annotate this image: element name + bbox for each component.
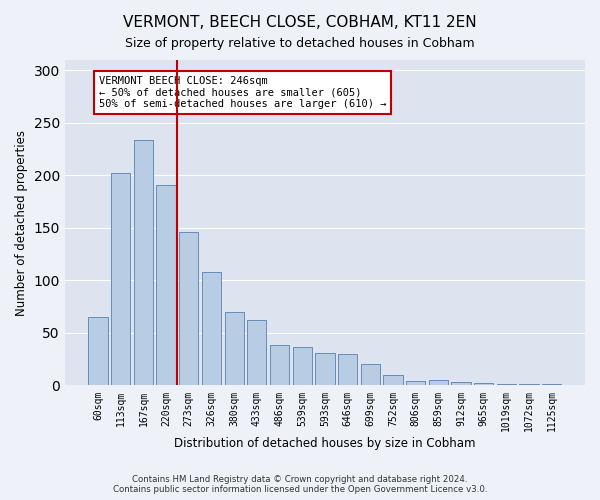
Bar <box>134 140 153 386</box>
Bar <box>179 232 199 386</box>
Bar <box>406 382 425 386</box>
X-axis label: Distribution of detached houses by size in Cobham: Distribution of detached houses by size … <box>174 437 476 450</box>
Bar <box>497 384 516 386</box>
Bar <box>247 320 266 386</box>
Bar <box>293 346 312 386</box>
Bar <box>224 312 244 386</box>
Bar <box>88 317 108 386</box>
Text: Contains HM Land Registry data © Crown copyright and database right 2024.
Contai: Contains HM Land Registry data © Crown c… <box>113 474 487 494</box>
Bar <box>474 384 493 386</box>
Bar <box>111 174 130 386</box>
Bar <box>270 344 289 386</box>
Bar <box>202 272 221 386</box>
Y-axis label: Number of detached properties: Number of detached properties <box>15 130 28 316</box>
Text: Size of property relative to detached houses in Cobham: Size of property relative to detached ho… <box>125 38 475 51</box>
Bar <box>542 384 562 386</box>
Bar <box>451 382 470 386</box>
Text: VERMONT, BEECH CLOSE, COBHAM, KT11 2EN: VERMONT, BEECH CLOSE, COBHAM, KT11 2EN <box>123 15 477 30</box>
Bar <box>520 384 539 386</box>
Bar <box>383 375 403 386</box>
Bar <box>428 380 448 386</box>
Text: VERMONT BEECH CLOSE: 246sqm
← 50% of detached houses are smaller (605)
50% of se: VERMONT BEECH CLOSE: 246sqm ← 50% of det… <box>99 76 386 109</box>
Bar <box>361 364 380 386</box>
Bar <box>315 353 335 386</box>
Bar <box>157 185 176 386</box>
Bar <box>338 354 357 386</box>
